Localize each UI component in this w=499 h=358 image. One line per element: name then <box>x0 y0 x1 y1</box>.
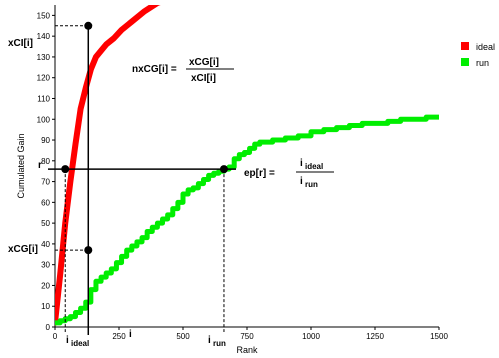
y-tick-label: 110 <box>37 94 50 103</box>
x-tick-label: 250 <box>112 332 126 341</box>
legend-label-ideal: ideal <box>476 42 495 52</box>
label-i-run-sub: run <box>213 339 226 348</box>
label-i-ideal-sub: ideal <box>71 339 89 348</box>
formula-nxcg-den: xCI[i] <box>191 73 216 84</box>
y-tick-label: 0 <box>46 323 51 332</box>
point-i-ideal <box>61 165 70 174</box>
label-r: r <box>38 160 42 171</box>
x-tick-label: 0 <box>53 332 58 341</box>
legend-swatch-ideal <box>461 42 469 50</box>
label-i: i <box>129 329 132 340</box>
y-tick-label: 30 <box>41 261 50 270</box>
x-tick-label: 500 <box>176 332 190 341</box>
x-tick-label: 1250 <box>366 332 384 341</box>
point-i-run <box>219 165 228 174</box>
y-tick-label: 10 <box>41 302 50 311</box>
y-tick-label: 120 <box>37 74 51 83</box>
y-tick-label: 100 <box>37 115 51 124</box>
point-xcg <box>84 246 93 255</box>
x-ticks: 0 250 500 750 1000 1250 1500 <box>53 327 448 341</box>
y-tick-label: 40 <box>41 240 50 249</box>
formula-ep-lhs: ep[r] = <box>244 168 275 179</box>
formula-ep-den: i <box>300 176 303 187</box>
y-tick-label: 140 <box>37 32 51 41</box>
x-axis-label: Rank <box>236 345 258 355</box>
series-line-run <box>55 114 439 326</box>
label-xci: xCI[i] <box>8 38 33 49</box>
y-axis-label: Cumulated Gain <box>16 133 26 198</box>
point-xci <box>84 21 93 30</box>
y-tick-label: 60 <box>41 198 50 207</box>
x-tick-label: 750 <box>240 332 254 341</box>
y-tick-label: 70 <box>41 178 50 187</box>
y-tick-label: 80 <box>41 157 50 166</box>
legend-label-run: run <box>476 58 489 68</box>
formula-nxcg-lhs: nxCG[i] = <box>132 64 177 75</box>
formula-ep-num-sub: ideal <box>305 162 323 171</box>
label-i-ideal: i <box>66 335 69 346</box>
y-tick-label: 20 <box>41 281 50 290</box>
formula-nxcg-num: xCG[i] <box>189 57 219 68</box>
legend-swatch-run <box>461 58 469 66</box>
series-line-ideal <box>55 5 161 326</box>
y-tick-label: 130 <box>37 53 51 62</box>
legend: ideal run <box>461 42 495 68</box>
y-tick-label: 90 <box>41 136 50 145</box>
y-ticks: 0 10 20 30 40 50 60 70 80 90 100 110 120 130 140 150 <box>37 11 55 332</box>
reference-lines <box>48 21 236 335</box>
x-tick-label: 1000 <box>302 332 320 341</box>
formula-ep-num: i <box>300 158 303 169</box>
y-tick-label: 50 <box>41 219 50 228</box>
y-tick-label: 150 <box>37 11 51 20</box>
label-i-run: i <box>208 335 211 346</box>
x-tick-label: 1500 <box>430 332 448 341</box>
formula-ep-den-sub: run <box>305 180 318 189</box>
label-xcg: xCG[i] <box>8 244 38 255</box>
